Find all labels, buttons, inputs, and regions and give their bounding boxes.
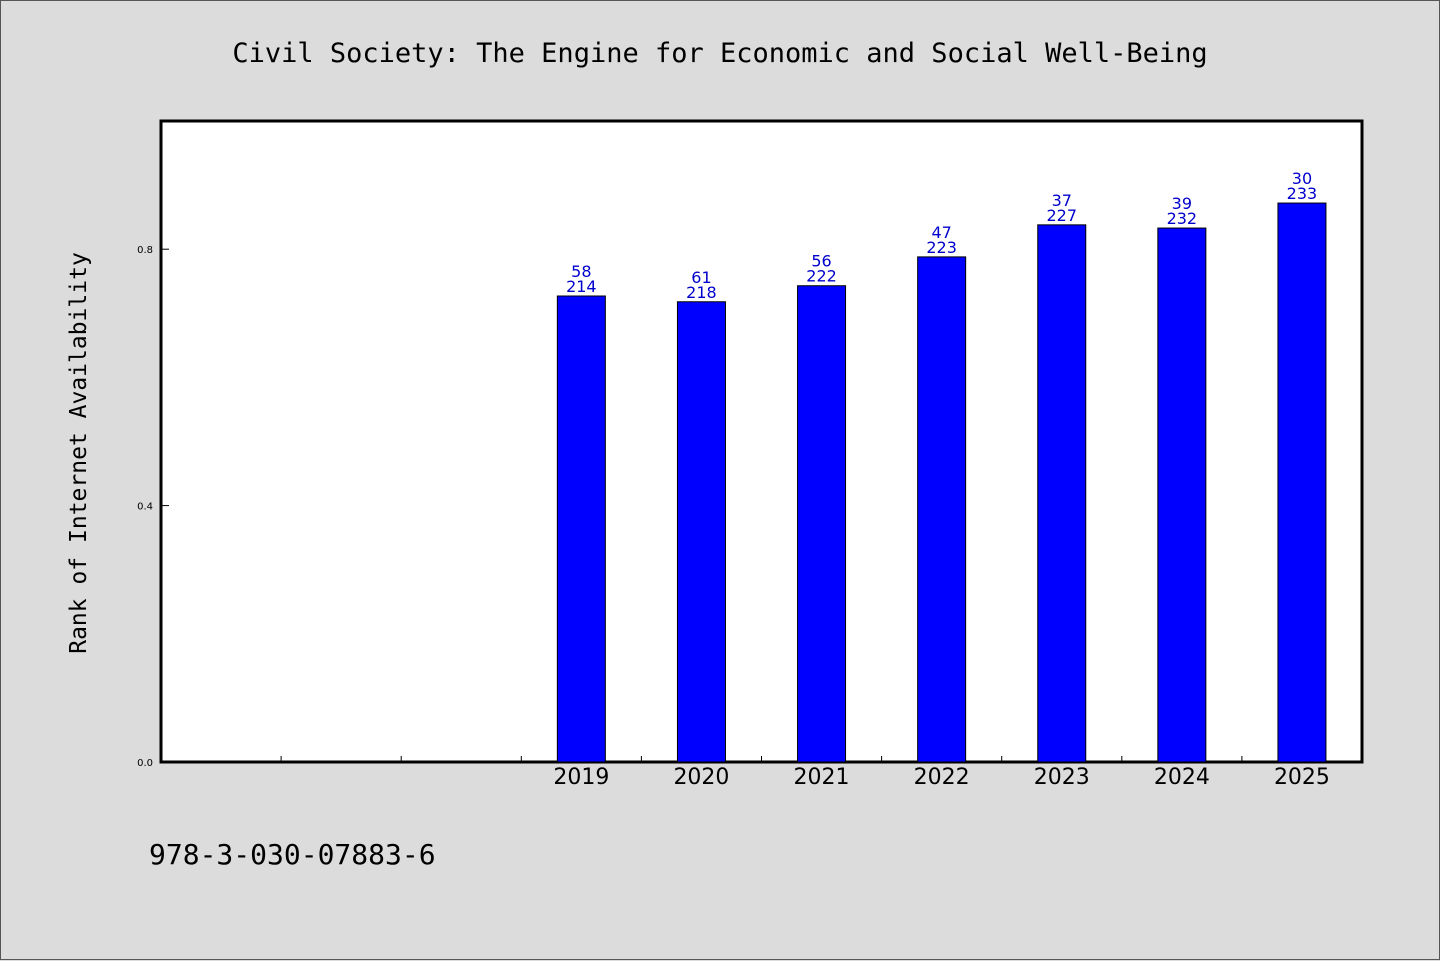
x-tick-label: 2019 <box>553 765 609 790</box>
chart-title: Civil Society: The Engine for Economic a… <box>232 38 1207 69</box>
data-label: 233 <box>1287 184 1318 203</box>
x-tick-label: 2022 <box>914 765 970 790</box>
data-label: 232 <box>1167 209 1198 228</box>
data-label: 227 <box>1046 206 1077 225</box>
x-tick-label: 2021 <box>794 765 850 790</box>
bar <box>917 256 967 763</box>
bars-group <box>556 202 1327 763</box>
data-label: 214 <box>566 277 597 296</box>
data-label: 61 <box>691 268 711 287</box>
bar <box>1157 227 1207 763</box>
y-tick-label: 0.0 <box>137 758 153 769</box>
data-label: 37 <box>1052 191 1072 210</box>
x-tick-label: 2023 <box>1034 765 1090 790</box>
data-label: 30 <box>1292 169 1312 188</box>
y-tick-label: 0.8 <box>137 245 153 256</box>
data-label: 58 <box>571 262 591 281</box>
data-label: 56 <box>811 252 831 271</box>
data-label: 218 <box>686 283 717 302</box>
bar <box>676 301 726 763</box>
data-label: 47 <box>931 223 951 242</box>
y-axis-label: Rank of Internet Availability <box>66 252 92 654</box>
bar <box>1277 202 1327 763</box>
bar <box>797 285 847 763</box>
x-tick-label: 2024 <box>1154 765 1210 790</box>
data-label: 223 <box>926 238 957 257</box>
isbn-text: 978-3-030-07883-6 <box>149 838 436 871</box>
bar <box>1037 224 1087 763</box>
x-tick-label: 2025 <box>1274 765 1330 790</box>
x-ticks-group: 2019 2020 2021 2022 2023 2024 2025 <box>280 756 1330 790</box>
y-tick-label: 0.4 <box>137 502 153 513</box>
y-ticks-group: 0.0 0.4 0.8 <box>137 245 169 769</box>
data-label: 222 <box>806 267 837 286</box>
bar <box>556 295 606 763</box>
x-tick-label: 2020 <box>673 765 729 790</box>
data-label: 39 <box>1172 194 1192 213</box>
